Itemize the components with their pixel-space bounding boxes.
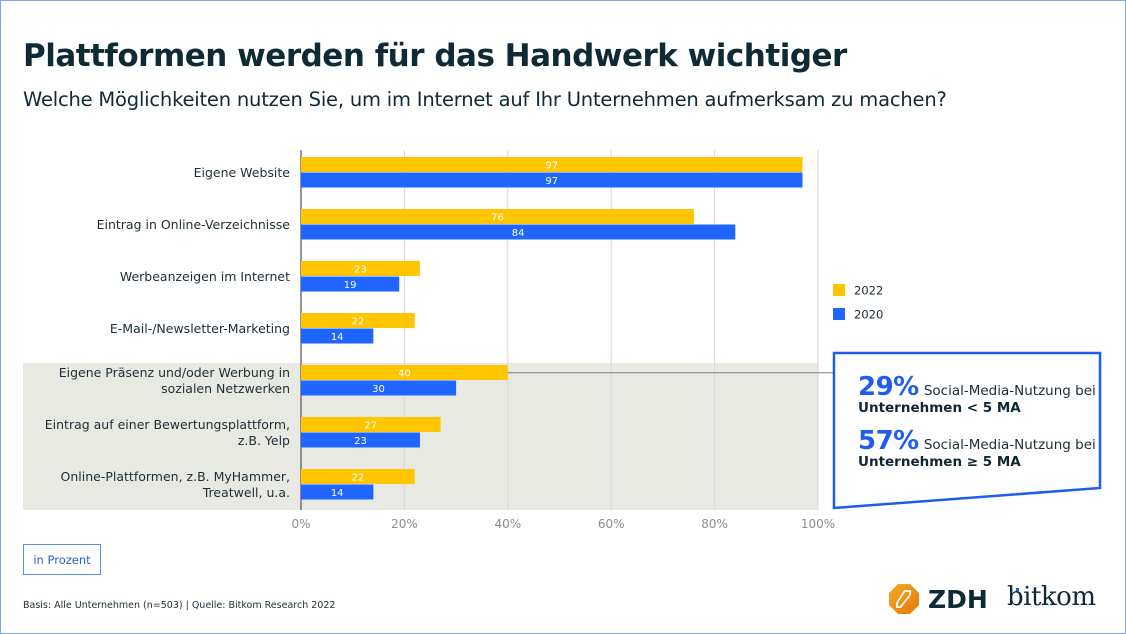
x-tick-label: 0% bbox=[291, 517, 310, 531]
category-label: sozialen Netzwerken bbox=[161, 381, 290, 396]
chart-subtitle: Welche Möglichkeiten nutzen Sie, um im I… bbox=[23, 88, 947, 111]
bar-value-label: 30 bbox=[372, 384, 385, 395]
legend-swatch-2022 bbox=[833, 284, 845, 296]
bar-2022 bbox=[301, 209, 694, 224]
callout-group: Unternehmen < 5 MA bbox=[858, 400, 1021, 416]
x-tick-label: 60% bbox=[598, 517, 625, 531]
callout-value: 29% bbox=[858, 372, 919, 402]
category-label: Eigene Website bbox=[194, 165, 291, 180]
bar-value-label: 76 bbox=[491, 212, 504, 223]
legend-label: 2022 bbox=[854, 284, 883, 298]
bar-2020 bbox=[301, 276, 400, 292]
bar-value-label: 22 bbox=[352, 472, 365, 483]
x-tick-label: 100% bbox=[801, 517, 835, 531]
bar-value-label: 40 bbox=[398, 368, 411, 379]
callout-group: Unternehmen ≥ 5 MA bbox=[858, 454, 1021, 470]
callout-box bbox=[832, 351, 1102, 510]
bar-value-label: 14 bbox=[331, 332, 344, 343]
zdh-logo: ZDH bbox=[888, 583, 988, 615]
bar-value-label: 14 bbox=[331, 488, 344, 499]
bitkom-wordmark: bitkom bbox=[1007, 582, 1096, 612]
category-label: Eigene Präsenz und/oder Werbung in bbox=[59, 365, 290, 380]
x-tick-label: 20% bbox=[391, 517, 418, 531]
legend-label: 2020 bbox=[854, 308, 883, 322]
bitkom-logo: bitkom bbox=[1007, 582, 1096, 612]
bar-2022 bbox=[301, 313, 415, 328]
bar-value-label: 19 bbox=[344, 280, 357, 291]
bar-2020 bbox=[301, 224, 736, 240]
bar-value-label: 97 bbox=[545, 176, 558, 187]
x-tick-label: 40% bbox=[494, 517, 521, 531]
category-label: Eintrag auf einer Bewertungsplattform, bbox=[45, 417, 290, 432]
bar-2020 bbox=[301, 172, 803, 188]
bar-2022 bbox=[301, 365, 508, 380]
category-label: z.B. Yelp bbox=[238, 433, 290, 448]
bitkom-dot-icon bbox=[1016, 588, 1019, 591]
category-label: Treatwell, u.a. bbox=[202, 485, 290, 500]
bar-2022 bbox=[301, 469, 415, 484]
category-label: Online-Plattformen, z.B. MyHammer, bbox=[61, 469, 290, 484]
category-label: Werbeanzeigen im Internet bbox=[120, 269, 290, 284]
callout-description: Social-Media-Nutzung bei bbox=[923, 383, 1096, 399]
bar-2022 bbox=[301, 261, 420, 276]
bar-value-label: 97 bbox=[545, 160, 558, 171]
bar-2022 bbox=[301, 157, 803, 172]
callout-value: 57% bbox=[858, 426, 919, 456]
category-label: Eintrag in Online-Verzeichnisse bbox=[97, 217, 291, 232]
zdh-emblem-icon bbox=[889, 584, 919, 614]
bar-2020 bbox=[301, 432, 420, 448]
category-label: E-Mail-/Newsletter-Marketing bbox=[110, 321, 290, 336]
bar-value-label: 84 bbox=[512, 228, 525, 239]
unit-label: in Prozent bbox=[23, 544, 101, 575]
bar-2020 bbox=[301, 484, 374, 500]
bar-2020 bbox=[301, 328, 374, 344]
bar-value-label: 23 bbox=[354, 264, 367, 275]
bar-value-label: 22 bbox=[352, 316, 365, 327]
legend-swatch-2020 bbox=[833, 308, 845, 320]
callout-description: Social-Media-Nutzung bei bbox=[923, 437, 1096, 453]
callout-item-larger-firms: 57% Social-Media-Nutzung bei Unternehmen… bbox=[858, 426, 1098, 470]
bar-2022 bbox=[301, 417, 441, 432]
bar-value-label: 23 bbox=[354, 436, 367, 447]
callout-item-small-firms: 29% Social-Media-Nutzung bei Unternehmen… bbox=[858, 372, 1098, 416]
zdh-wordmark: ZDH bbox=[928, 584, 988, 614]
chart-title: Plattformen werden für das Handwerk wich… bbox=[23, 38, 847, 74]
bar-value-label: 27 bbox=[364, 420, 377, 431]
bar-2020 bbox=[301, 380, 457, 396]
source-footnote: Basis: Alle Unternehmen (n=503) | Quelle… bbox=[23, 600, 336, 611]
x-tick-label: 80% bbox=[701, 517, 728, 531]
